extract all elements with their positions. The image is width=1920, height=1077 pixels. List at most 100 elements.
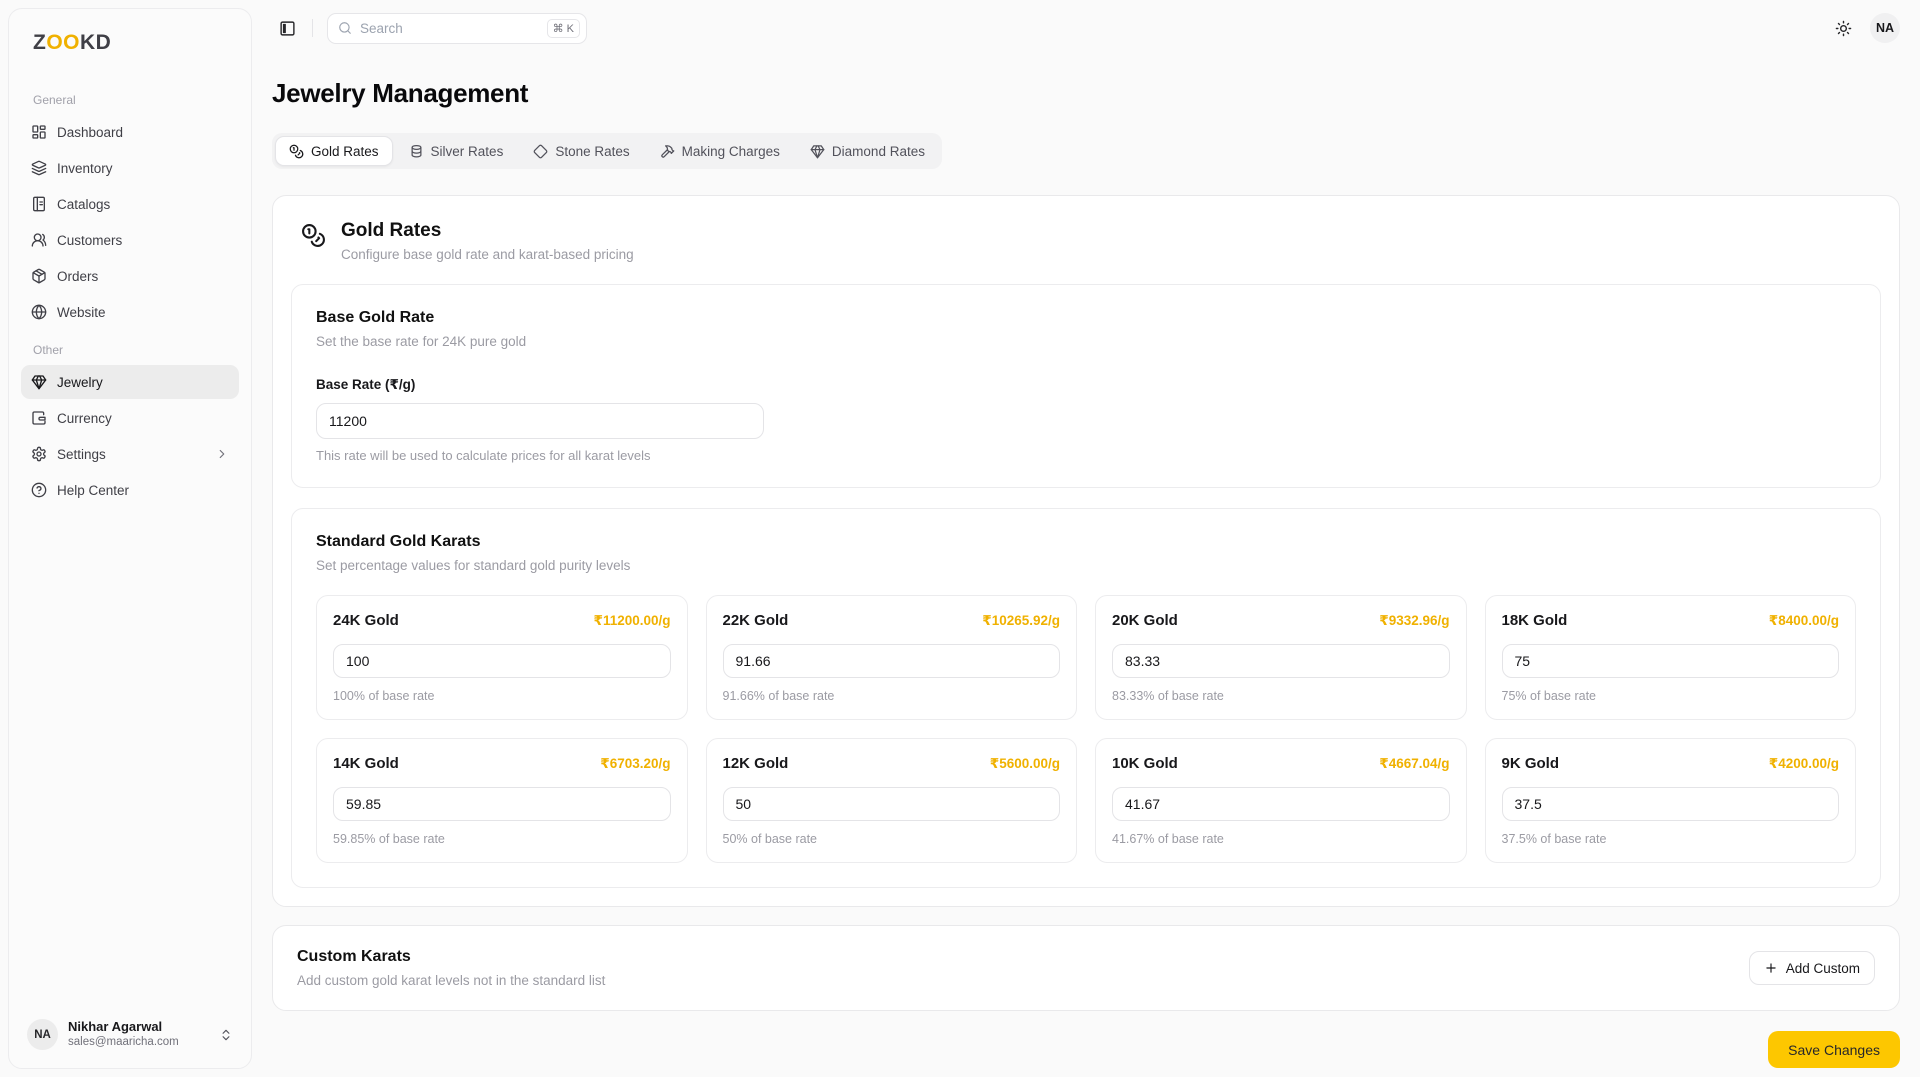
sun-icon <box>1835 20 1852 37</box>
karat-percent-input[interactable] <box>1112 644 1450 678</box>
gold-rates-panel: Gold Rates Configure base gold rate and … <box>272 195 1900 907</box>
karat-helper: 41.67% of base rate <box>1112 832 1224 846</box>
karat-price: ₹9332.96/g <box>1379 612 1450 628</box>
karat-percent-input[interactable] <box>1501 644 1839 678</box>
avatar[interactable]: NA <box>1870 13 1900 43</box>
custom-karats-title: Custom Karats <box>297 948 411 965</box>
nav-section-label: Other <box>33 343 64 357</box>
page-title: Jewelry Management <box>272 78 529 108</box>
gem-icon <box>31 374 47 390</box>
globe-icon <box>31 304 47 320</box>
karat-helper: 59.85% of base rate <box>333 832 445 846</box>
tab-silver-rates[interactable]: Silver Rates <box>395 136 518 166</box>
gold-rates-header: Gold Rates Configure base gold rate and … <box>291 220 1881 284</box>
diamond-outline-icon <box>533 144 548 159</box>
karat-name: 24K Gold <box>333 612 399 629</box>
sidebar-item-jewelry[interactable]: Jewelry <box>21 365 239 399</box>
sidebar-toggle-button[interactable] <box>272 13 302 43</box>
standard-karats-title: Standard Gold Karats <box>316 533 481 550</box>
karat-percent-input[interactable] <box>1112 787 1450 821</box>
tab-making-charges[interactable]: Making Charges <box>646 136 794 166</box>
karat-helper: 83.33% of base rate <box>1112 689 1224 703</box>
sidebar-item-inventory[interactable]: Inventory <box>21 151 239 185</box>
karat-name: 9K Gold <box>1501 755 1560 772</box>
brand-logo: ZOOKD <box>33 31 112 54</box>
karat-helper: 37.5% of base rate <box>1501 832 1607 846</box>
sidebar-item-dashboard[interactable]: Dashboard <box>21 115 239 149</box>
search-input[interactable] <box>360 20 539 36</box>
karat-price: ₹8400.00/g <box>1768 612 1839 628</box>
sidebar-item-catalogs[interactable]: Catalogs <box>21 187 239 221</box>
sidebar-item-currency[interactable]: Currency <box>21 401 239 435</box>
user-menu[interactable]: NA Nikhar Agarwal sales@maaricha.com <box>21 1011 239 1058</box>
theme-toggle-button[interactable] <box>1828 13 1858 43</box>
base-rate-title: Base Gold Rate <box>316 309 435 326</box>
coins-icon <box>301 223 326 262</box>
standard-karats-card: Standard Gold Karats Set percentage valu… <box>291 508 1881 888</box>
karat-card: 12K Gold ₹5600.00/g 50% of base rate <box>705 738 1077 863</box>
karat-name: 10K Gold <box>1112 755 1178 772</box>
karat-card: 24K Gold ₹11200.00/g 100% of base rate <box>316 595 688 720</box>
karat-percent-input[interactable] <box>722 644 1060 678</box>
users-icon <box>31 232 47 248</box>
search-box[interactable]: ⌘ K <box>327 12 587 44</box>
gear-icon <box>31 446 47 462</box>
karat-percent-input[interactable] <box>333 787 671 821</box>
divider <box>312 19 313 37</box>
karat-card: 9K Gold ₹4200.00/g 37.5% of base rate <box>1484 738 1856 863</box>
karat-price: ₹6703.20/g <box>600 755 671 771</box>
karat-helper: 91.66% of base rate <box>722 689 835 703</box>
topbar: ⌘ K NA <box>272 12 1900 44</box>
chevrons-up-down-icon <box>219 1028 233 1042</box>
karat-price: ₹4667.04/g <box>1379 755 1450 771</box>
karat-grid: 24K Gold ₹11200.00/g 100% of base rate 2… <box>316 595 1856 863</box>
add-custom-button[interactable]: Add Custom <box>1748 951 1875 985</box>
hammer-icon <box>660 144 675 159</box>
karat-percent-input[interactable] <box>722 787 1060 821</box>
karat-helper: 50% of base rate <box>722 832 818 846</box>
package-icon <box>31 268 47 284</box>
karat-card: 20K Gold ₹9332.96/g 83.33% of base rate <box>1095 595 1467 720</box>
base-rate-helper: This rate will be used to calculate pric… <box>316 448 651 463</box>
layers-icon <box>31 160 47 176</box>
sidebar-nav: General Dashboard Inventory Catalogs Cus… <box>21 79 239 509</box>
dashboard-icon <box>31 124 47 140</box>
karat-card: 18K Gold ₹8400.00/g 75% of base rate <box>1484 595 1856 720</box>
wallet-icon <box>31 410 47 426</box>
karat-helper: 75% of base rate <box>1501 689 1597 703</box>
karat-price: ₹5600.00/g <box>989 755 1060 771</box>
base-rate-label: Base Rate (₹/g) <box>316 377 416 392</box>
karat-card: 22K Gold ₹10265.92/g 91.66% of base rate <box>705 595 1077 720</box>
karat-name: 12K Gold <box>722 755 789 772</box>
sidebar-item-help-center[interactable]: Help Center <box>21 473 239 507</box>
karat-percent-input[interactable] <box>333 644 671 678</box>
sidebar-item-website[interactable]: Website <box>21 295 239 329</box>
user-email: sales@maaricha.com <box>68 1036 179 1049</box>
tab-diamond-rates[interactable]: Diamond Rates <box>796 136 939 166</box>
base-rate-input[interactable] <box>316 403 764 439</box>
karat-percent-input[interactable] <box>1501 787 1839 821</box>
book-icon <box>31 196 47 212</box>
base-gold-rate-card: Base Gold Rate Set the base rate for 24K… <box>291 284 1881 488</box>
panel-left-icon <box>279 20 296 37</box>
section-subtitle: Configure base gold rate and karat-based… <box>341 247 634 262</box>
chevron-right-icon <box>215 447 229 461</box>
main-content: ⌘ K NA Jewelry Management Gold Rates Sil… <box>260 0 1920 1068</box>
karat-name: 22K Gold <box>722 612 789 629</box>
nav-section-label: General <box>33 93 76 107</box>
karat-price: ₹4200.00/g <box>1768 755 1839 771</box>
save-changes-button[interactable]: Save Changes <box>1768 1031 1900 1068</box>
custom-karats-card: Custom Karats Add custom gold karat leve… <box>272 925 1900 1011</box>
sidebar-item-orders[interactable]: Orders <box>21 259 239 293</box>
user-name: Nikhar Agarwal <box>68 1019 163 1035</box>
tab-stone-rates[interactable]: Stone Rates <box>519 136 643 166</box>
keyboard-shortcut-badge: ⌘ K <box>546 18 580 38</box>
section-title: Gold Rates <box>341 220 442 241</box>
search-icon <box>338 21 352 35</box>
karat-name: 20K Gold <box>1112 612 1178 629</box>
base-rate-subtitle: Set the base rate for 24K pure gold <box>316 334 527 349</box>
sidebar-item-customers[interactable]: Customers <box>21 223 239 257</box>
avatar: NA <box>27 1019 58 1050</box>
tab-gold-rates[interactable]: Gold Rates <box>275 136 393 166</box>
sidebar-item-settings[interactable]: Settings <box>21 437 239 471</box>
